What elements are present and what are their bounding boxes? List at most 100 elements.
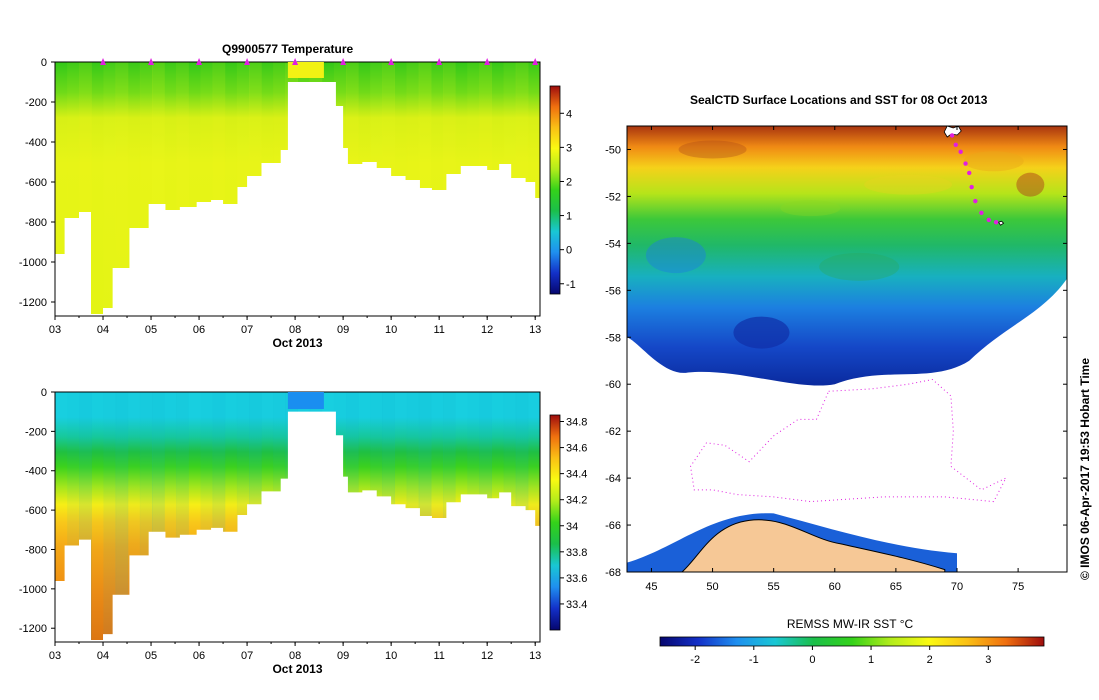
map-chart-title: SealCTD Surface Locations and SST for 08… (690, 93, 988, 107)
x-tick-label: 12 (481, 324, 493, 336)
temperature-chart-title: Q9900577 Temperature (222, 42, 354, 56)
x-tick-label: 10 (385, 650, 397, 662)
profile-column (91, 392, 104, 642)
y-tick-label: -1200 (19, 297, 47, 309)
y-tick-label: 0 (41, 57, 47, 69)
profile-marker (244, 58, 251, 65)
x-tick-label: 08 (289, 650, 301, 662)
x-tick-label: 11 (433, 324, 444, 336)
x-tick-label: 13 (529, 650, 541, 662)
colorbar-tick-label: 34.2 (566, 495, 587, 507)
y-tick-label: -600 (25, 505, 47, 517)
profile-column (103, 392, 117, 641)
profile-marker (436, 58, 443, 65)
x-tick-label: 08 (289, 324, 301, 336)
y-tick-label: -400 (25, 137, 47, 149)
salinity-colorbar (549, 414, 561, 631)
track-point (958, 149, 963, 155)
colorbar-tick-label: 0 (566, 245, 572, 257)
sst-colorbar-tick-label: -1 (749, 654, 759, 666)
y-tick-label: -200 (25, 426, 47, 438)
profile-marker (196, 58, 203, 65)
sst-patch (1016, 172, 1045, 197)
sst-patch (645, 237, 706, 274)
sst-colorbar (659, 636, 1045, 647)
colorbar-tick-label: 34.8 (566, 417, 587, 429)
lat-tick-label: -58 (605, 332, 621, 344)
colorbar-tick-label: 3 (566, 142, 572, 154)
sst-patch (733, 316, 790, 349)
sst-patch (780, 200, 841, 217)
track-point (969, 184, 974, 190)
colorbar-tick-label: 33.8 (566, 547, 587, 559)
profile-marker (340, 58, 347, 65)
lon-tick-label: 70 (951, 581, 963, 593)
x-tick-label: 09 (337, 324, 349, 336)
y-tick-label: 0 (41, 387, 47, 399)
x-tick-label: 05 (145, 324, 157, 336)
x-tick-label: 06 (193, 650, 205, 662)
colorbar-tick-label: 1 (566, 211, 572, 223)
x-tick-label: 03 (49, 650, 61, 662)
profile-column (103, 62, 117, 314)
profile-marker (100, 58, 107, 65)
sst-colorbar-title: REMSS MW-IR SST °C (786, 617, 914, 631)
profile-marker (148, 58, 155, 65)
x-tick-label: 07 (241, 650, 253, 662)
profile-column (115, 392, 129, 641)
track-point (949, 133, 955, 138)
sst-colorbar-tick-label: -2 (690, 654, 700, 666)
sst-patch (864, 174, 953, 195)
temperature-colorbar (549, 85, 561, 295)
map-frame (626, 125, 1068, 573)
track-point (967, 170, 972, 176)
surface-cap (287, 392, 324, 409)
x-tick-label: 06 (193, 324, 205, 336)
sst-patch (963, 151, 1024, 172)
profile-marker (484, 58, 491, 65)
lon-tick-label: 65 (890, 581, 902, 593)
lat-tick-label: -66 (605, 520, 621, 532)
lat-tick-label: -60 (605, 379, 621, 391)
sst-colorbar-tick-label: 2 (927, 654, 933, 666)
sst-colorbar-tick-label: 1 (868, 654, 874, 666)
lat-tick-label: -62 (605, 426, 621, 438)
profile-column (115, 62, 129, 314)
y-tick-label: -1000 (19, 584, 47, 596)
x-tick-label: 04 (97, 650, 109, 662)
lat-tick-label: -54 (605, 238, 621, 250)
historical-track (690, 378, 1008, 503)
colorbar-tick-label: 34.6 (566, 443, 587, 455)
lon-tick-label: 75 (1012, 581, 1024, 593)
track-point (979, 210, 984, 216)
lat-tick-label: -56 (605, 285, 621, 297)
antarctica-land (680, 519, 946, 573)
x-tick-label: 07 (241, 324, 253, 336)
y-tick-label: -600 (25, 177, 47, 189)
x-tick-label: 04 (97, 324, 109, 336)
lat-tick-label: -68 (605, 567, 621, 579)
colorbar-tick-label: -1 (566, 279, 576, 291)
track-point (993, 220, 999, 225)
lon-tick-label: 55 (768, 581, 780, 593)
profile-marker (532, 58, 539, 65)
sst-colorbar-tick-label: 0 (809, 654, 815, 666)
lon-tick-label: 45 (645, 581, 657, 593)
x-tick-label: 13 (529, 324, 541, 336)
y-tick-label: -200 (25, 97, 47, 109)
x-tick-label: 03 (49, 324, 61, 336)
lon-tick-label: 50 (706, 581, 718, 593)
lon-tick-label: 60 (829, 581, 841, 593)
x-tick-label: 10 (385, 324, 397, 336)
lat-tick-label: -64 (605, 473, 621, 485)
sst-patch (678, 140, 747, 159)
x-tick-label: 05 (145, 650, 157, 662)
y-tick-label: -1000 (19, 257, 47, 269)
heard-island (997, 220, 1005, 226)
colorbar-tick-label: 33.6 (566, 573, 587, 585)
sst-patch (819, 252, 900, 281)
sst-colorbar-tick-label: 3 (985, 654, 991, 666)
x-tick-label: 11 (433, 650, 444, 662)
track-point (973, 198, 978, 204)
